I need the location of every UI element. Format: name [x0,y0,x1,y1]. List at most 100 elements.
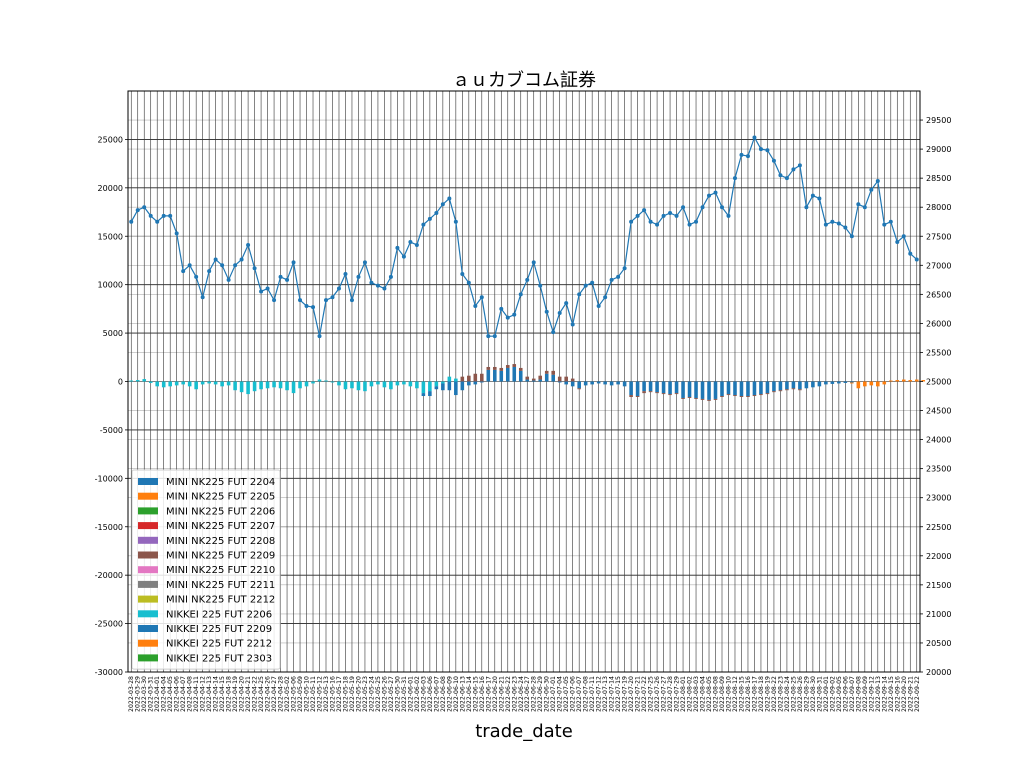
x-tick-label: 2022-08-25 [790,676,797,712]
bar [161,381,166,388]
price-point [213,257,218,262]
bar [285,381,289,391]
y-tick-label: 0 [118,378,123,387]
legend-entry: MINI NK225 FUT 2204 [166,477,275,488]
price-point [538,283,543,288]
legend-swatch [138,625,158,632]
bar [746,396,750,397]
x-tick-label: 2022-09-21 [907,676,914,712]
x-tick-label: 2022-06-16 [479,676,486,712]
x-tick-label: 2022-08-18 [758,676,765,712]
x-tick-label: 2022-05-02 [284,676,291,712]
bar [733,395,737,397]
x-tick-label: 2022-04-15 [219,676,226,712]
x-tick-label: 2022-04-11 [193,676,200,712]
price-point [194,274,199,279]
price-point [901,234,906,239]
x-tick-label: 2022-09-01 [823,676,830,712]
bar [226,381,231,386]
bar [765,381,770,394]
price-point [466,280,471,285]
price-point [700,205,705,210]
price-point [453,219,458,224]
legend-swatch [138,551,158,559]
bar [687,396,692,398]
bar [791,381,796,389]
x-tick-label: 2022-07-25 [648,676,655,712]
bar [551,370,555,375]
y2-tick-label: 28500 [926,174,951,183]
price-point [771,158,776,163]
price-point [207,269,212,274]
bar [337,381,341,386]
x-tick-label: 2022-08-16 [745,676,752,712]
y-tick-label: 15000 [98,232,123,241]
x-tick-label: 2022-08-26 [797,676,804,712]
y2-tick-label: 20000 [926,668,951,677]
price-point [304,303,309,308]
bar [889,380,893,382]
bar [369,381,374,387]
x-tick-label: 2022-03-31 [148,676,155,712]
price-point [479,295,484,300]
bar [746,381,750,397]
legend-entry: MINI NK225 FUT 2206 [166,506,275,517]
x-tick-label: 2022-06-20 [492,676,499,712]
bar [843,381,848,383]
price-point [732,176,737,181]
legend-swatch [138,595,158,603]
x-tick-label: 2022-07-14 [609,676,616,712]
price-point [311,305,316,310]
x-tick-label: 2022-07-06 [570,676,577,712]
legend-swatch [138,639,158,647]
bar [759,394,763,396]
bar [441,381,445,384]
price-point [843,225,848,230]
bar [505,365,510,368]
y2-tick-label: 26000 [926,319,951,328]
bar [265,381,270,389]
bar [720,381,724,397]
x-tick-label: 2022-09-05 [836,676,843,712]
x-tick-label: 2022-07-19 [622,676,629,712]
bar [635,396,640,397]
bar [850,382,854,384]
bar [207,381,211,384]
bar [142,379,147,382]
y-tick-label: 25000 [98,135,123,144]
legend-entry: NIKKEI 225 FUT 2209 [166,624,272,635]
bar [661,381,666,394]
price-point [395,245,400,250]
bar [785,389,789,391]
bar [791,388,796,390]
x-tick-label: 2022-07-27 [661,676,668,712]
price-point [375,283,380,288]
y-tick-label: 5000 [103,329,123,338]
price-point [473,303,478,308]
price-point [531,260,536,265]
bar [454,381,458,396]
bar [713,381,718,399]
price-point [233,263,238,268]
x-tick-label: 2022-04-05 [167,676,174,712]
y-tick-label: 10000 [98,281,123,290]
x-tick-label: 2022-04-27 [271,676,278,712]
x-tick-label: 2022-06-02 [414,676,421,712]
x-tick-label: 2022-09-14 [881,676,888,712]
price-point [590,280,595,285]
bar [850,381,854,383]
line-layer [129,135,919,339]
x-tick-label: 2022-09-13 [875,676,882,712]
y-tick-label: -25000 [95,620,123,629]
x-tick-label: 2022-07-26 [654,676,661,712]
bar [914,379,919,382]
bar [447,381,452,391]
x-tick-label: 2022-05-13 [323,676,330,712]
bar [181,381,185,385]
x-tick-label: 2022-08-23 [777,676,784,712]
bar [674,381,679,394]
bar [246,381,250,395]
x-tick-label: 2022-06-17 [485,676,492,712]
x-tick-label: 2022-04-14 [213,676,220,712]
price-point [499,306,504,311]
